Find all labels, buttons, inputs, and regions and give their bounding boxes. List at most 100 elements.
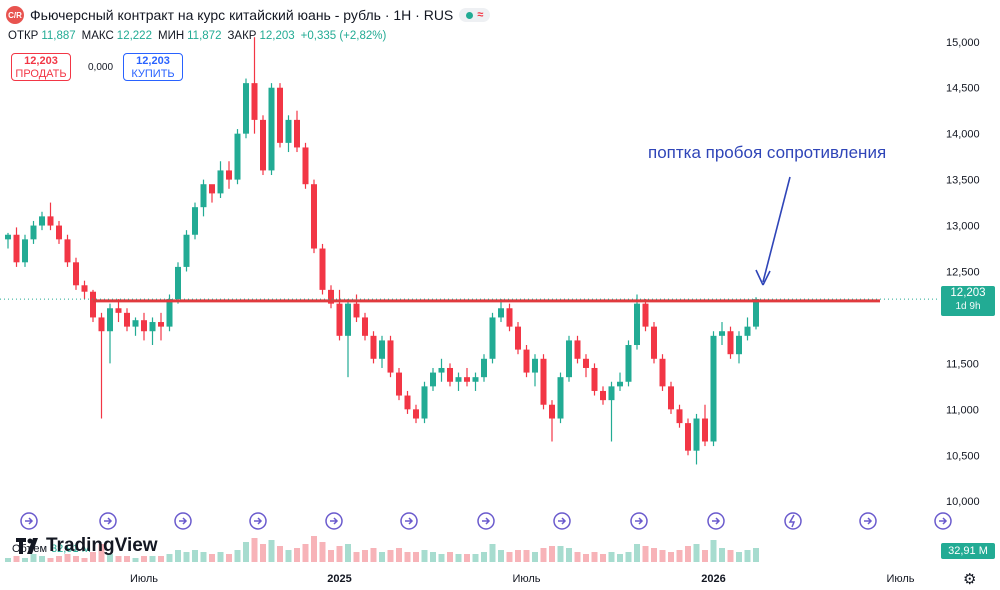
candle-body xyxy=(464,377,470,382)
candle-body xyxy=(370,335,377,359)
candle-body xyxy=(600,390,606,401)
volume-bar xyxy=(183,552,190,562)
candle-body xyxy=(141,320,147,332)
volume-bar xyxy=(736,552,742,562)
spread-value: 0,000 xyxy=(88,62,114,73)
last-price: 12,203 xyxy=(950,287,986,299)
volume-bar xyxy=(574,552,581,562)
sell-button[interactable]: 12,203 ПРОДАТЬ xyxy=(11,53,71,81)
volume-bar xyxy=(319,542,326,562)
change-value: +0,335 (+2,82%) xyxy=(300,30,387,42)
buy-button[interactable]: 12,203 КУПИТЬ xyxy=(123,53,183,81)
y-tick-label: 13,000 xyxy=(946,221,980,233)
candle-body xyxy=(498,308,504,318)
candle-body xyxy=(260,119,266,171)
candle-body xyxy=(387,340,394,373)
tradingview-logo[interactable]: TradingView xyxy=(16,535,158,557)
candle-body xyxy=(115,308,122,313)
symbol-badge[interactable]: C/R xyxy=(6,6,24,24)
candle-body xyxy=(132,320,139,327)
candle-body xyxy=(532,358,538,373)
volume-bar xyxy=(370,548,377,562)
volume-bar xyxy=(685,546,691,562)
candle-body xyxy=(5,234,11,240)
candle-body xyxy=(591,367,598,391)
volume-bar xyxy=(149,556,156,562)
candle-body xyxy=(379,340,385,359)
volume-bar xyxy=(209,554,215,562)
buy-label: КУПИТЬ xyxy=(131,68,175,80)
candle-body xyxy=(413,409,419,419)
volume-bar xyxy=(124,556,130,562)
volume-bar xyxy=(430,552,436,562)
volume-bar xyxy=(234,550,241,562)
candle-body xyxy=(625,345,632,382)
volume-bar xyxy=(727,550,734,562)
dividend-event-icon xyxy=(400,512,418,530)
chart-header: C/R Фьючерсный контракт на курс китайски… xyxy=(6,6,491,24)
candle-body xyxy=(226,170,232,180)
candle-body xyxy=(107,308,113,332)
volume-bar xyxy=(387,550,394,562)
candles xyxy=(5,37,759,465)
symbol-title[interactable]: Фьючерсный контракт на курс китайский юа… xyxy=(30,7,454,23)
volume-bar xyxy=(557,546,564,562)
candle-body xyxy=(617,381,623,387)
volume-bar xyxy=(22,558,28,562)
dividend-event-icon xyxy=(174,512,192,530)
logo-text: TradingView xyxy=(46,535,158,556)
y-tick-label: 15,000 xyxy=(946,37,980,49)
candle-body xyxy=(455,377,462,382)
candle-body xyxy=(693,418,700,451)
dividend-event-icon xyxy=(477,512,495,530)
volume-bar xyxy=(634,544,640,562)
dividend-event-icon xyxy=(934,512,952,530)
volume-tag: 32,91 М xyxy=(941,543,995,559)
candle-body xyxy=(608,386,615,401)
candle-body xyxy=(430,372,436,387)
volume-bar xyxy=(115,556,122,562)
candle-body xyxy=(736,335,742,355)
candle-body xyxy=(268,87,275,171)
volume-bar xyxy=(336,546,343,562)
volume-bar xyxy=(132,558,139,562)
volume-bar xyxy=(659,550,666,562)
gear-icon[interactable]: ⚙ xyxy=(963,571,977,588)
volume-bar xyxy=(642,546,649,562)
dividend-event-icon xyxy=(707,512,725,530)
close-label: ЗАКР xyxy=(227,30,257,42)
candle-body xyxy=(192,207,198,235)
dividend-event-icon xyxy=(20,512,38,530)
annotation-arrowhead xyxy=(755,269,771,286)
volume-bar xyxy=(251,538,258,562)
volume-bar xyxy=(455,554,462,562)
candle-body xyxy=(98,317,105,332)
volume-bar xyxy=(353,552,360,562)
volume-bar xyxy=(617,554,623,562)
candle-body xyxy=(39,216,45,226)
market-open-icon[interactable]: ≈ xyxy=(459,8,491,22)
volume-bar xyxy=(566,548,572,562)
volume-bar xyxy=(498,550,504,562)
candle-body xyxy=(251,83,258,120)
volume-bar xyxy=(90,552,96,562)
dividend-event-icon xyxy=(325,512,343,530)
y-tick-label: 13,500 xyxy=(946,175,980,187)
volume-bar xyxy=(302,544,309,562)
y-tick-label: 14,000 xyxy=(946,129,980,141)
sell-label: ПРОДАТЬ xyxy=(15,68,67,80)
volume-bar xyxy=(13,556,20,562)
y-tick-label: 14,500 xyxy=(946,83,980,95)
volume-bar xyxy=(268,540,275,562)
dividend-event-icon xyxy=(859,512,877,530)
x-tick-label: Июль xyxy=(512,573,540,585)
y-tick-label: 11,500 xyxy=(946,358,979,370)
volume-bar xyxy=(540,548,547,562)
volume-bar xyxy=(421,550,428,562)
ohlc-legend: ОТКР 11,887 МАКС 12,222 МИН 11,872 ЗАКР … xyxy=(8,30,389,42)
volume-bar xyxy=(515,550,521,562)
volume-bar xyxy=(413,552,419,562)
candle-body xyxy=(583,358,589,368)
dividend-event-icon xyxy=(553,512,571,530)
